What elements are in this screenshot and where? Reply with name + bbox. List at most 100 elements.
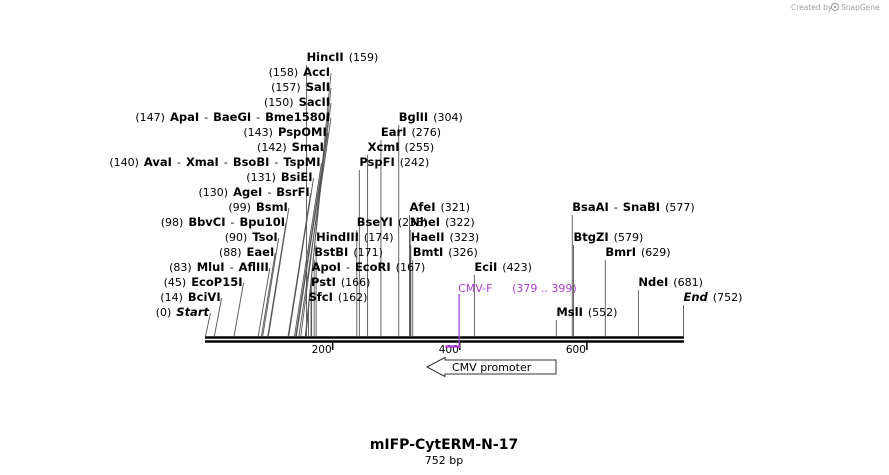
site-name: NdeI xyxy=(638,275,668,289)
site-label-text: (147) ApaI - BaeGI - Bme1580I xyxy=(135,110,330,124)
site-label-hindiii[interactable]: HindIII (174) xyxy=(316,230,393,244)
site-label-xcmi[interactable]: XcmI (255) xyxy=(368,140,435,154)
site-label-bcivi[interactable]: (14) BciVI xyxy=(160,290,220,304)
site-label-mlui-afliii[interactable]: (83) MluI - AflIII xyxy=(169,260,269,274)
site-position: (552) xyxy=(588,306,618,319)
site-name: PstI xyxy=(311,275,336,289)
site-position: (166) xyxy=(341,276,371,289)
leader-line xyxy=(267,207,290,337)
site-label-haeii[interactable]: HaeII (323) xyxy=(411,230,479,244)
site-name: BstBI xyxy=(314,245,348,259)
promoter-arrow-shape xyxy=(425,356,557,378)
site-name: BsiEI xyxy=(281,170,313,184)
site-label-apoi-ecori[interactable]: ApoI - EcoRI (167) xyxy=(312,260,426,274)
site-position: (99) xyxy=(228,201,251,214)
site-position: (304) xyxy=(433,111,463,124)
site-label-text: (143) PspOMI xyxy=(243,125,326,139)
site-position: (238) xyxy=(398,216,428,229)
site-position: - xyxy=(204,111,208,124)
site-label-text: PstI (166) xyxy=(311,275,370,289)
site-name: BglII xyxy=(399,110,429,124)
site-name: BciVI xyxy=(188,290,221,304)
leader-line xyxy=(305,72,332,337)
snapgene-wordmark: SnapGene xyxy=(841,3,880,12)
site-label-pspomi[interactable]: (143) PspOMI xyxy=(243,125,326,139)
site-name: Bme1580I xyxy=(265,110,330,124)
site-label-eari[interactable]: EarI (276) xyxy=(381,125,441,139)
site-name: BmtI xyxy=(413,245,444,259)
site-label-text: BstBI (171) xyxy=(314,245,383,259)
site-name: EarI xyxy=(381,125,407,139)
site-label-agei-bsrfi[interactable]: (130) AgeI - BsrFI xyxy=(199,185,310,199)
site-name: SmaI xyxy=(292,140,324,154)
site-label-eaei[interactable]: (88) EaeI xyxy=(219,245,274,259)
site-label-sali[interactable]: (157) SalI xyxy=(271,80,330,94)
site-label-bbvci-bpu10i[interactable]: (98) BbvCI - Bpu10I xyxy=(161,215,285,229)
leader-line xyxy=(295,147,326,337)
site-label-afei[interactable]: AfeI (321) xyxy=(410,200,471,214)
site-label-ecop15i[interactable]: (45) EcoP15I xyxy=(164,275,243,289)
site-label-btgzi[interactable]: BtgZI (579) xyxy=(574,230,644,244)
site-name: AgeI xyxy=(233,185,262,199)
site-label-text: (0) Start xyxy=(156,305,210,319)
site-label-text: (158) AccI xyxy=(269,65,330,79)
site-label-hincii[interactable]: HincII (159) xyxy=(307,50,379,64)
site-label-bsiei[interactable]: (131) BsiEI xyxy=(246,170,312,184)
site-position: (98) xyxy=(161,216,184,229)
site-label-ndei[interactable]: NdeI (681) xyxy=(638,275,703,289)
site-position: (579) xyxy=(614,231,644,244)
site-name: BsoBI xyxy=(233,155,270,169)
site-label-text: NheI (322) xyxy=(410,215,474,229)
site-label-text: BseYI (238) xyxy=(357,215,428,229)
feature-labels: (0) Start(14) BciVI(45) EcoP15I(83) MluI - Afl… xyxy=(109,50,742,319)
site-position: (326) xyxy=(448,246,478,259)
site-label-sfci[interactable]: SfcI (162) xyxy=(308,290,367,304)
site-position: (681) xyxy=(673,276,703,289)
site-position: - xyxy=(230,261,234,274)
site-position: (255) xyxy=(405,141,435,154)
site-label-text: XcmI (255) xyxy=(368,140,435,154)
site-label-msli[interactable]: MslI (552) xyxy=(556,305,617,319)
site-name: ApaI xyxy=(170,110,199,124)
site-label-ecii[interactable]: EciI (423) xyxy=(474,260,532,274)
site-position: (88) xyxy=(219,246,242,259)
site-name: BsaAI xyxy=(572,200,609,214)
site-position: (423) xyxy=(502,261,532,274)
site-label-bseyi[interactable]: BseYI (238) xyxy=(357,215,428,229)
site-label-nhei[interactable]: NheI (322) xyxy=(410,215,474,229)
site-name: BmrI xyxy=(605,245,636,259)
site-label-start[interactable]: (0) Start xyxy=(156,305,210,319)
site-label-avai-xmai-bsobi-tspmi[interactable]: (140) AvaI - XmaI - BsoBI - TspMI xyxy=(109,155,320,169)
snapgene-logo-icon xyxy=(830,2,840,12)
leader-line xyxy=(300,102,332,337)
site-label-text: SfcI (162) xyxy=(308,290,367,304)
site-label-apai-baegi-bme1580i[interactable]: (147) ApaI - BaeGI - Bme1580I xyxy=(135,110,330,124)
site-label-smai[interactable]: (142) SmaI xyxy=(257,140,324,154)
site-label-acci[interactable]: (158) AccI xyxy=(269,65,330,79)
site-label-bglii[interactable]: BglII (304) xyxy=(399,110,463,124)
ruler-tick-label: 200 xyxy=(312,344,332,356)
site-label-text: BtgZI (579) xyxy=(574,230,644,244)
site-position: (157) xyxy=(271,81,301,94)
site-label-tsoi[interactable]: (90) TsoI xyxy=(225,230,278,244)
site-label-bsaai-snabi[interactable]: BsaAI - SnaBI (577) xyxy=(572,200,694,214)
site-name: MslI xyxy=(556,305,583,319)
site-label-bsmi[interactable]: (99) BsmI xyxy=(228,200,287,214)
primer-cmv-f[interactable]: CMV-F (379 .. 399) xyxy=(445,282,577,348)
site-position: (322) xyxy=(445,216,475,229)
site-position: (147) xyxy=(135,111,165,124)
site-label-sacii[interactable]: (150) SacII xyxy=(264,95,330,109)
feature-cmv-promoter[interactable]: CMV promoter xyxy=(425,356,557,378)
site-label-psti[interactable]: PstI (166) xyxy=(311,275,370,289)
site-label-end[interactable]: End (752) xyxy=(684,290,743,304)
site-label-bstbi[interactable]: BstBI (171) xyxy=(314,245,383,259)
site-label-pspfi[interactable]: PspFI (242) xyxy=(359,155,429,169)
site-name: BseYI xyxy=(357,215,393,229)
site-position: - xyxy=(346,261,350,274)
leader-line xyxy=(267,222,287,337)
site-label-bmri[interactable]: BmrI (629) xyxy=(605,245,670,259)
site-name: SalI xyxy=(306,80,330,94)
site-position: (577) xyxy=(665,201,695,214)
site-label-bmti[interactable]: BmtI (326) xyxy=(413,245,478,259)
site-position: (629) xyxy=(641,246,671,259)
